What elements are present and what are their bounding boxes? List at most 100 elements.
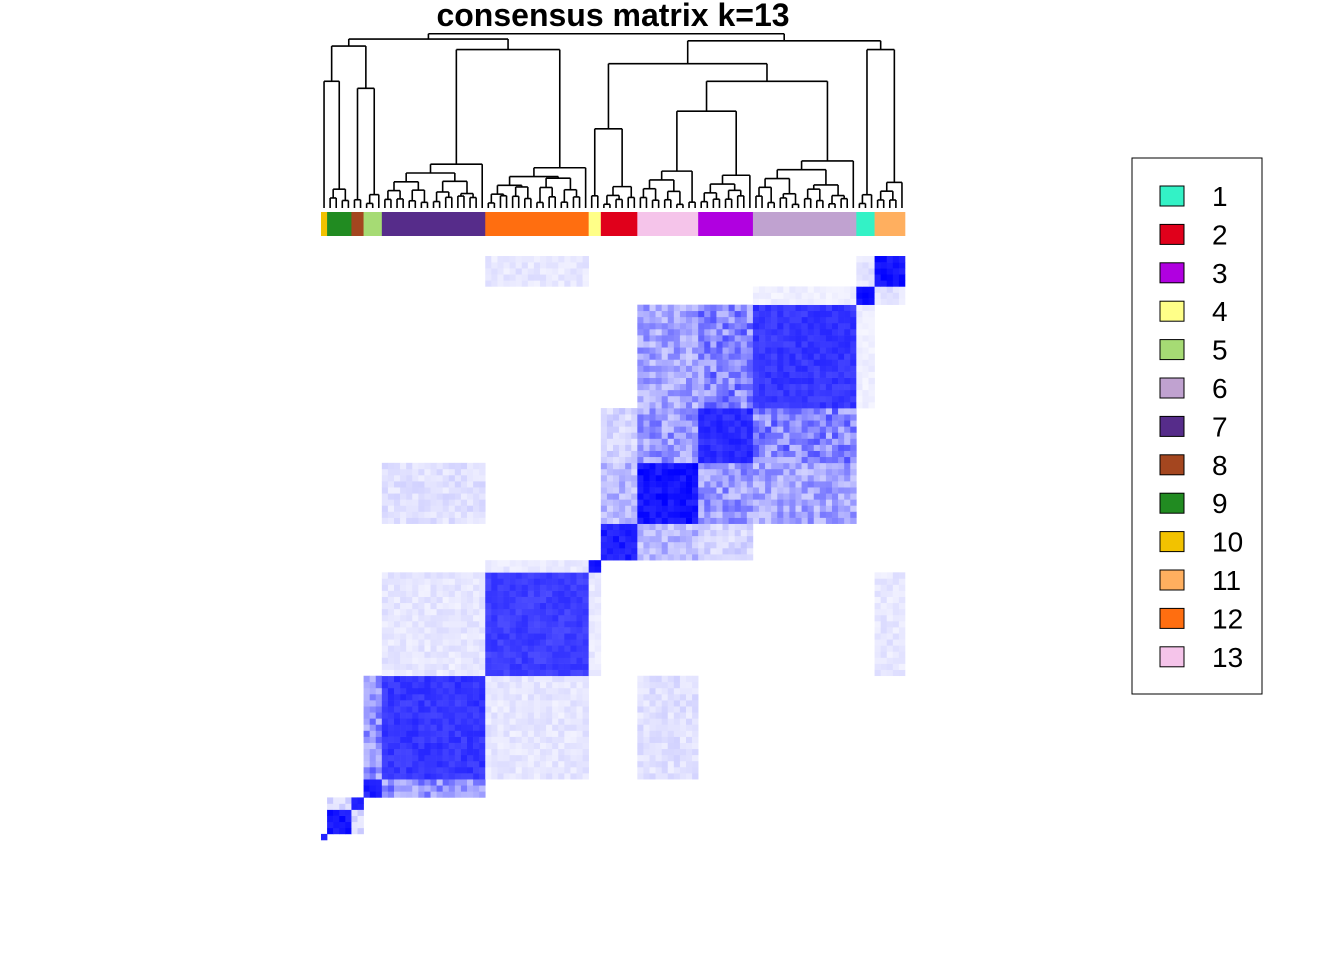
heatmap-cell — [771, 450, 778, 458]
heatmap-cell — [363, 694, 370, 701]
heatmap-cell — [430, 614, 437, 622]
heatmap-cell — [491, 602, 498, 610]
heatmap-cell — [667, 335, 675, 342]
heatmap-cell — [673, 456, 681, 464]
legend-swatch-3 — [1159, 262, 1185, 284]
heatmap-cell — [850, 347, 857, 354]
heatmap-cell — [527, 694, 535, 701]
heatmap-cell — [375, 760, 383, 768]
heatmap-cell — [546, 718, 553, 725]
heatmap-cell — [491, 663, 498, 670]
heatmap-cell — [686, 694, 693, 701]
heatmap-cell — [765, 505, 772, 512]
heatmap-cell — [777, 456, 784, 464]
legend-label-5: 5 — [1212, 335, 1228, 366]
heatmap-cell — [387, 773, 395, 780]
heatmap-cell — [412, 499, 419, 506]
heatmap-cell — [661, 329, 669, 336]
heatmap-cell — [649, 462, 656, 470]
heatmap-cell — [686, 767, 693, 774]
heatmap-cell — [546, 256, 553, 263]
heatmap-cell — [436, 742, 443, 750]
heatmap-cell — [759, 383, 766, 391]
heatmap-cell — [625, 450, 632, 458]
heatmap-cell — [783, 353, 790, 360]
heatmap-cell — [430, 627, 437, 634]
heatmap-cell — [813, 292, 821, 299]
heatmap-cell — [546, 639, 553, 646]
heatmap-cell — [442, 663, 450, 670]
heatmap-cell — [546, 663, 553, 670]
heatmap-cell — [339, 797, 346, 804]
heatmap-cell — [424, 645, 431, 652]
heatmap-cell — [795, 359, 802, 366]
heatmap-cell — [667, 748, 675, 756]
heatmap-cell — [765, 365, 772, 372]
heatmap-cell — [394, 681, 401, 689]
heatmap-cell — [771, 499, 778, 506]
heatmap-cell — [698, 426, 705, 433]
heatmap-cell — [564, 742, 571, 750]
heatmap-cell — [759, 286, 766, 293]
heatmap-cell — [807, 511, 815, 518]
heatmap-cell — [546, 700, 553, 707]
heatmap-cell — [679, 554, 687, 561]
heatmap-cell — [424, 621, 431, 628]
heatmap-cell — [740, 353, 748, 360]
heatmap-cell — [552, 694, 559, 701]
heatmap-cell — [686, 517, 693, 524]
heatmap-cell — [637, 389, 644, 397]
heatmap-cell — [698, 316, 705, 324]
heatmap-cell — [819, 462, 827, 470]
heatmap-cell — [771, 420, 778, 427]
heatmap-cell — [692, 456, 699, 464]
heatmap-cell — [765, 341, 772, 348]
heatmap-cell — [716, 389, 723, 397]
heatmap-cell — [862, 322, 869, 330]
heatmap-cell — [460, 742, 468, 750]
heatmap-cell — [667, 554, 675, 561]
heatmap-cell — [442, 621, 450, 628]
heatmap-cell — [716, 493, 723, 500]
heatmap-cell — [777, 493, 784, 500]
heatmap-cell — [375, 681, 383, 689]
heatmap-cell — [856, 298, 863, 305]
heatmap-cell — [807, 304, 815, 312]
heatmap-cell — [412, 596, 419, 604]
heatmap-cell — [436, 773, 443, 780]
heatmap-cell — [521, 694, 529, 701]
heatmap-cell — [509, 669, 516, 677]
heatmap-cell — [765, 444, 772, 451]
heatmap-cell — [795, 426, 802, 433]
heatmap-cell — [424, 657, 431, 664]
heatmap-cell — [606, 499, 614, 506]
heatmap-cell — [613, 505, 620, 512]
heatmap-cell — [661, 347, 669, 354]
heatmap-cell — [509, 602, 516, 610]
heatmap-cell — [673, 365, 681, 372]
heatmap-cell — [515, 614, 523, 622]
heatmap-cell — [479, 681, 486, 689]
heatmap-cell — [740, 383, 748, 391]
heatmap-cell — [454, 742, 462, 750]
heatmap-cell — [661, 371, 669, 378]
heatmap-cell — [521, 268, 529, 275]
heatmap-cell — [856, 262, 863, 269]
heatmap-cell — [801, 304, 808, 312]
heatmap-cell — [740, 481, 748, 488]
heatmap-cell — [546, 584, 553, 591]
heatmap-cell — [442, 475, 450, 482]
heatmap-cell — [832, 414, 839, 421]
heatmap-cell — [424, 633, 431, 640]
heatmap-cell — [637, 383, 644, 391]
heatmap-cell — [582, 700, 589, 707]
heatmap-cell — [430, 639, 437, 646]
heatmap-cell — [473, 663, 480, 670]
heatmap-cell — [540, 566, 547, 573]
heatmap-cell — [600, 529, 608, 537]
heatmap-cell — [686, 554, 693, 561]
heatmap-cell — [430, 706, 437, 713]
heatmap-cell — [777, 420, 784, 427]
heatmap-cell — [862, 292, 869, 299]
heatmap-cell — [509, 700, 516, 707]
